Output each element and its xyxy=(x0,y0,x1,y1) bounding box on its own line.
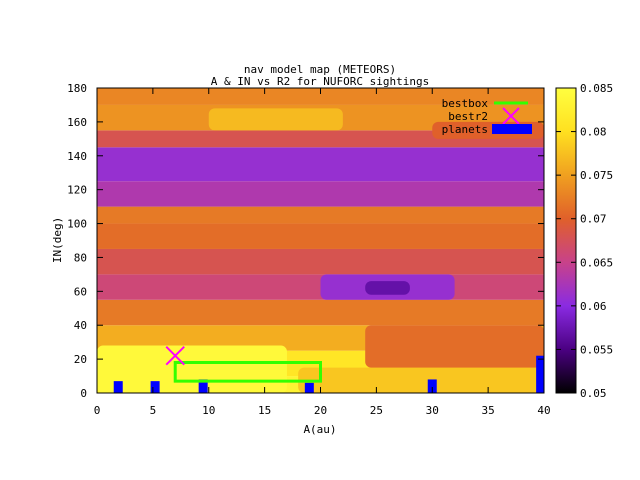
planet-bar xyxy=(304,382,314,393)
y-axis-label: IN(deg) xyxy=(51,217,64,263)
legend-symbol-planets xyxy=(492,124,532,134)
x-tick-label: 15 xyxy=(258,404,271,417)
overlays xyxy=(113,346,544,393)
heatmap-patch xyxy=(365,281,410,295)
legend-label-bestbox: bestbox xyxy=(442,97,489,110)
heatmap-band xyxy=(97,223,544,249)
x-tick-label: 40 xyxy=(537,404,550,417)
x-tick-label: 0 xyxy=(94,404,101,417)
colorbar-tick-label: 0.06 xyxy=(580,300,607,313)
bestbox-rect xyxy=(173,361,322,383)
heatmap-patch xyxy=(208,108,343,131)
y-tick-label: 60 xyxy=(74,285,87,298)
bestr2-marker xyxy=(165,346,185,366)
legend-label-bestr2: bestr2 xyxy=(448,110,488,123)
heatmap-patch xyxy=(365,325,544,368)
y-tick-label: 40 xyxy=(74,319,87,332)
y-tick-label: 160 xyxy=(67,116,87,129)
x-tick-label: 5 xyxy=(150,404,157,417)
x-axis-label: A(au) xyxy=(303,423,336,436)
chart-subtitle: A & IN vs R2 for NUFORC sightings xyxy=(211,75,430,88)
planet-bar xyxy=(536,355,544,393)
colorbar-tick-label: 0.065 xyxy=(580,256,613,269)
planet-bar xyxy=(427,379,437,393)
planet-bar xyxy=(150,381,160,393)
y-tick-label: 20 xyxy=(74,353,87,366)
x-tick-label: 30 xyxy=(426,404,439,417)
colorbar-tick-label: 0.08 xyxy=(580,126,607,139)
planet-bar xyxy=(198,379,208,393)
x-tick-label: 10 xyxy=(202,404,215,417)
colorbar-tick-label: 0.075 xyxy=(580,169,613,182)
y-tick-label: 180 xyxy=(67,82,87,95)
heatmap-band xyxy=(97,147,544,182)
legend-symbol-bestr2 xyxy=(502,107,520,125)
heatmap-band xyxy=(97,130,544,148)
x-tick-label: 20 xyxy=(314,404,327,417)
heatmap-band xyxy=(97,299,544,326)
colorbar-tick-label: 0.085 xyxy=(580,82,613,95)
y-tick-label: 140 xyxy=(67,150,87,163)
x-tick-label: 35 xyxy=(482,404,495,417)
heatmap-band xyxy=(97,181,544,207)
y-tick-label: 120 xyxy=(67,184,87,197)
heatmap-patch xyxy=(97,345,287,393)
planet-bar xyxy=(113,381,123,393)
heatmap-band xyxy=(97,206,544,224)
colorbar-tick-label: 0.05 xyxy=(580,387,607,400)
y-tick-label: 80 xyxy=(74,251,87,264)
y-axis-ticks: 0 20 40 60 80 100 120 140 160 180 xyxy=(67,82,544,400)
chart-title: nav model map (METEORS) xyxy=(244,63,396,76)
colorbar-ticks: 0.05 0.055 0.06 0.065 0.07 0.075 0.08 0.085 xyxy=(556,82,613,400)
legend-label-planets: planets xyxy=(442,123,488,136)
heatmap-band xyxy=(97,248,544,275)
x-tick-label: 25 xyxy=(370,404,383,417)
colorbar-tick-label: 0.07 xyxy=(580,213,607,226)
x-axis-ticks: 0 5 10 15 20 25 30 35 40 xyxy=(94,88,551,417)
colorbar xyxy=(555,87,577,394)
heatmap-patch xyxy=(298,367,544,393)
colorbar-tick-label: 0.055 xyxy=(580,343,613,356)
y-tick-label: 0 xyxy=(80,387,87,400)
y-tick-label: 100 xyxy=(67,218,87,231)
